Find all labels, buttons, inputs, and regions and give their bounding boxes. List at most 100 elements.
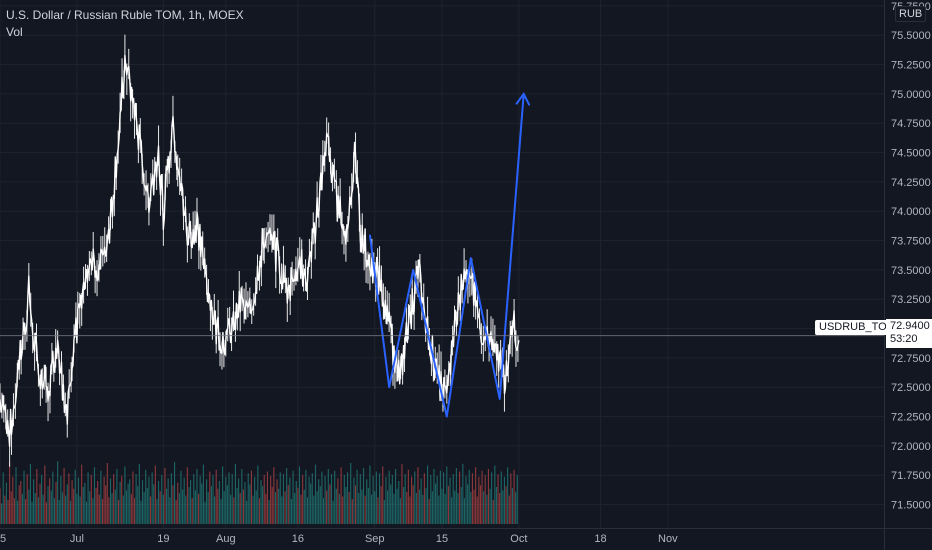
volume-bar: [463, 498, 465, 524]
volume-bar: [428, 499, 430, 524]
volume-bar: [391, 474, 393, 524]
volume-bar: [334, 470, 336, 524]
volume-bar: [180, 470, 182, 524]
volume-bar: [499, 493, 501, 524]
volume-bar: [185, 495, 187, 524]
volume-bar: [284, 491, 286, 524]
volume-bar: [215, 469, 217, 524]
volume-bar: [162, 494, 164, 524]
volume-bar: [225, 476, 227, 524]
grid: [0, 0, 884, 528]
volume-bar: [505, 486, 507, 524]
volume-bar: [403, 487, 405, 524]
volume-bar: [302, 474, 304, 524]
volume-bar: [330, 474, 333, 524]
volume-bar: [12, 476, 14, 524]
volume-bar: [311, 473, 313, 524]
volume-bar: [254, 476, 256, 524]
volume-bar: [308, 476, 310, 524]
volume-bar: [495, 487, 498, 524]
volume-bar: [451, 497, 453, 524]
volume-bar: [234, 463, 236, 524]
volume-bar: [462, 463, 464, 524]
volume-bar: [127, 483, 129, 524]
volume-bar: [507, 467, 509, 524]
y-tick-label: 73.2500: [891, 294, 931, 306]
x-tick-label: 16: [292, 533, 304, 545]
volume-bar: [66, 484, 68, 524]
volume-bar: [318, 479, 320, 524]
volume-bar: [156, 499, 158, 524]
y-tick-label: 73.5000: [891, 265, 931, 277]
volume-bar: [314, 464, 317, 524]
price-axis[interactable]: 71.5000 71.7500 72.0000 72.2500 72.5000 72.75…: [884, 0, 931, 550]
volume-bar: [28, 489, 30, 524]
bar-countdown: 53:20: [890, 333, 918, 345]
volume-bar: [233, 497, 235, 524]
volume-bar: [423, 473, 425, 524]
volume-bar: [289, 477, 291, 524]
y-tick-label: 71.7500: [891, 470, 931, 482]
volume-bar: [58, 499, 60, 524]
volume-bar: [274, 492, 277, 524]
currency-badge[interactable]: RUB: [895, 6, 927, 22]
volume-bar: [116, 468, 118, 524]
volume-bar: [92, 498, 94, 524]
volume-bar: [186, 467, 188, 524]
volume-bar: [465, 475, 467, 524]
volume-bar: [207, 492, 209, 524]
volume-bar: [93, 467, 96, 524]
volume-bar: [191, 498, 193, 524]
volume-bar: [386, 490, 389, 524]
volume-bar: [33, 479, 35, 524]
volume-bar: [476, 496, 478, 524]
y-tick-label: 71.5000: [891, 500, 931, 512]
volume-bar: [382, 466, 384, 524]
volume-bar: [226, 485, 228, 524]
volume-bar: [475, 467, 477, 524]
volume-bar: [324, 475, 326, 524]
volume-bar: [378, 473, 381, 524]
volume-bar: [436, 475, 438, 524]
volume-bar: [0, 487, 1, 524]
volume-bar: [511, 487, 514, 524]
volume-bar: [90, 474, 92, 524]
volume-bar: [36, 468, 38, 524]
volume-bar: [407, 469, 409, 524]
volume-bar: [443, 472, 445, 524]
volume-bar: [479, 485, 481, 524]
volume-bar: [98, 494, 100, 524]
volume-bar: [97, 481, 99, 524]
time-axis[interactable]: 15 Jul 19 Aug 16 Sep 15 Oct 18 Nov: [0, 528, 932, 546]
volume-bar: [356, 469, 358, 524]
volume-bar: [84, 482, 86, 524]
volume-bar: [303, 489, 305, 524]
volume-bar: [420, 478, 422, 524]
x-tick-label: Oct: [510, 533, 527, 545]
volume-bar: [194, 490, 196, 524]
volume-bar: [343, 474, 345, 524]
volume-bar: [101, 499, 104, 524]
volume-bar: [290, 499, 293, 524]
volume-bar: [218, 481, 220, 524]
volume-bar: [10, 491, 12, 524]
volume-bar: [281, 496, 283, 524]
volume-bar: [1, 503, 3, 524]
volume-bar: [350, 462, 352, 524]
volume-bar: [190, 480, 192, 524]
volume-bar: [79, 496, 81, 524]
volume-bar: [353, 477, 355, 524]
volume-bar: [430, 474, 432, 524]
volume-bar: [487, 468, 490, 524]
volume-bar: [422, 494, 424, 524]
volume-bar: [31, 501, 33, 524]
volume-bar: [316, 491, 318, 524]
volume-bar: [212, 474, 214, 524]
volume-bar: [242, 489, 244, 524]
volume-bar: [249, 484, 251, 524]
volume-bar: [41, 474, 43, 524]
volume-bar: [37, 497, 39, 524]
volume-bar: [17, 500, 19, 524]
volume-bar: [138, 463, 140, 524]
